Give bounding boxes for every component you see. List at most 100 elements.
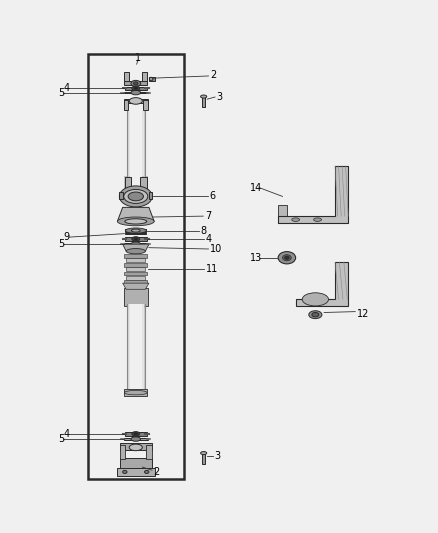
Polygon shape (120, 458, 152, 469)
Ellipse shape (312, 312, 319, 317)
Ellipse shape (134, 87, 138, 90)
Text: 12: 12 (357, 309, 369, 319)
Polygon shape (124, 71, 129, 83)
Polygon shape (125, 233, 146, 235)
Ellipse shape (134, 82, 138, 85)
Ellipse shape (134, 433, 138, 435)
Polygon shape (130, 304, 142, 393)
Text: 10: 10 (210, 244, 223, 254)
Text: 14: 14 (250, 183, 262, 192)
Text: 1: 1 (135, 53, 141, 63)
Polygon shape (149, 192, 152, 199)
Polygon shape (119, 192, 123, 199)
Polygon shape (124, 243, 148, 246)
Polygon shape (125, 237, 147, 241)
Text: 13: 13 (250, 253, 262, 263)
Polygon shape (296, 262, 348, 306)
Ellipse shape (132, 237, 140, 241)
Text: 5: 5 (58, 239, 64, 249)
Polygon shape (117, 468, 155, 476)
Polygon shape (124, 92, 148, 93)
Polygon shape (126, 267, 145, 271)
Ellipse shape (126, 248, 145, 254)
Ellipse shape (125, 219, 147, 224)
Polygon shape (202, 455, 205, 464)
Text: 2: 2 (210, 70, 216, 80)
Ellipse shape (283, 255, 291, 261)
Polygon shape (128, 304, 144, 393)
Polygon shape (140, 177, 147, 189)
Text: 2: 2 (153, 467, 159, 478)
Polygon shape (125, 87, 147, 90)
Ellipse shape (201, 95, 207, 98)
Ellipse shape (292, 218, 300, 221)
Ellipse shape (119, 186, 152, 207)
Polygon shape (124, 280, 147, 284)
Ellipse shape (124, 189, 148, 204)
Ellipse shape (131, 437, 141, 441)
Polygon shape (125, 432, 147, 435)
Polygon shape (127, 304, 145, 393)
Polygon shape (124, 288, 148, 306)
Polygon shape (127, 111, 145, 192)
Polygon shape (146, 445, 152, 459)
Ellipse shape (149, 77, 153, 81)
Text: 4: 4 (64, 83, 70, 93)
Polygon shape (126, 259, 145, 262)
Polygon shape (124, 271, 147, 275)
Ellipse shape (125, 228, 146, 233)
Polygon shape (142, 71, 147, 83)
Ellipse shape (278, 252, 296, 264)
Polygon shape (123, 244, 149, 251)
Polygon shape (124, 99, 148, 103)
Polygon shape (202, 98, 205, 107)
Text: 5: 5 (58, 87, 64, 98)
Ellipse shape (314, 218, 321, 221)
Polygon shape (278, 166, 348, 223)
Ellipse shape (302, 293, 328, 306)
Polygon shape (124, 254, 147, 258)
Ellipse shape (117, 217, 154, 226)
Ellipse shape (134, 238, 138, 240)
Ellipse shape (123, 471, 127, 473)
Text: 11: 11 (206, 264, 218, 273)
Text: 3: 3 (217, 92, 223, 102)
Ellipse shape (128, 192, 143, 201)
Text: 3: 3 (215, 451, 221, 461)
Text: 7: 7 (205, 211, 211, 221)
Polygon shape (124, 176, 148, 189)
Polygon shape (123, 283, 149, 289)
Polygon shape (130, 111, 142, 192)
Polygon shape (124, 101, 128, 110)
Polygon shape (124, 438, 148, 440)
Ellipse shape (131, 229, 140, 232)
Ellipse shape (132, 86, 140, 91)
Ellipse shape (201, 451, 207, 455)
Ellipse shape (129, 444, 142, 451)
Ellipse shape (131, 91, 141, 95)
Polygon shape (149, 77, 155, 81)
Ellipse shape (129, 98, 142, 104)
Polygon shape (124, 263, 147, 266)
Text: 4: 4 (206, 234, 212, 244)
Ellipse shape (145, 471, 149, 473)
Polygon shape (124, 81, 147, 85)
Text: 8: 8 (201, 225, 207, 236)
Text: 4: 4 (64, 429, 70, 439)
Text: 6: 6 (209, 191, 215, 201)
Polygon shape (125, 177, 131, 189)
Ellipse shape (132, 432, 140, 436)
Polygon shape (117, 207, 154, 221)
Polygon shape (128, 111, 144, 192)
Polygon shape (120, 445, 125, 459)
Polygon shape (143, 101, 148, 110)
Polygon shape (125, 229, 146, 232)
Polygon shape (278, 205, 287, 223)
Polygon shape (120, 443, 152, 449)
Ellipse shape (309, 311, 322, 319)
Ellipse shape (124, 391, 147, 395)
Ellipse shape (131, 80, 141, 86)
Polygon shape (124, 389, 147, 395)
Text: 5: 5 (58, 434, 64, 444)
Ellipse shape (285, 256, 289, 259)
